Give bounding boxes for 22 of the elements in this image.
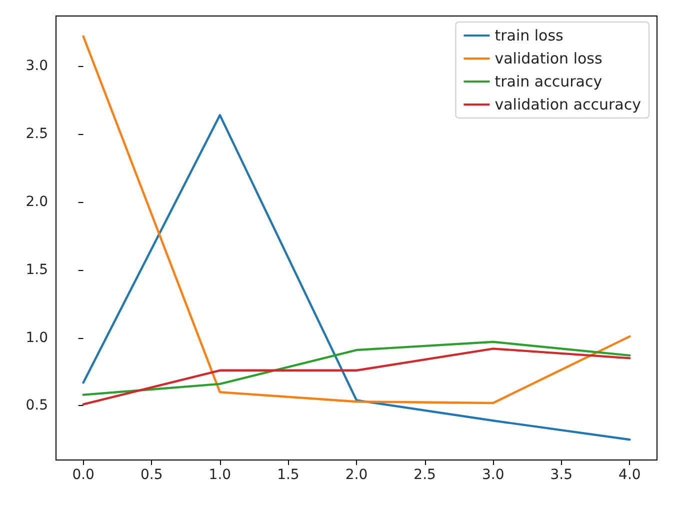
line-series [82,340,631,396]
x-tick-label: 3.0 [482,467,504,483]
legend-label: validation accuracy [494,96,642,114]
x-tick-label: 3.5 [550,467,573,483]
y-tick-label: 1.5 [26,262,48,278]
x-tick-label: 0.0 [72,467,94,483]
legend-label: train loss [494,26,564,44]
line-series [82,348,631,406]
y-tick-label: 2.5 [26,126,48,142]
x-tick-label: 0.5 [140,467,163,483]
line-series [82,114,631,441]
x-tick-label: 1.0 [208,467,232,483]
x-tick-label: 4.0 [618,467,641,483]
x-tick-label: 1.5 [277,467,300,483]
y-tick-label: 2.0 [26,194,48,210]
x-tick-label: 2.0 [345,467,368,483]
y-tick-label: 1.0 [26,330,48,346]
legend-label: train accuracy [494,72,602,90]
x-tick-label: 2.5 [414,467,436,483]
legend-label: validation loss [494,50,602,68]
y-tick-label: 3.0 [26,58,48,74]
y-tick-label: 0.5 [26,398,48,414]
